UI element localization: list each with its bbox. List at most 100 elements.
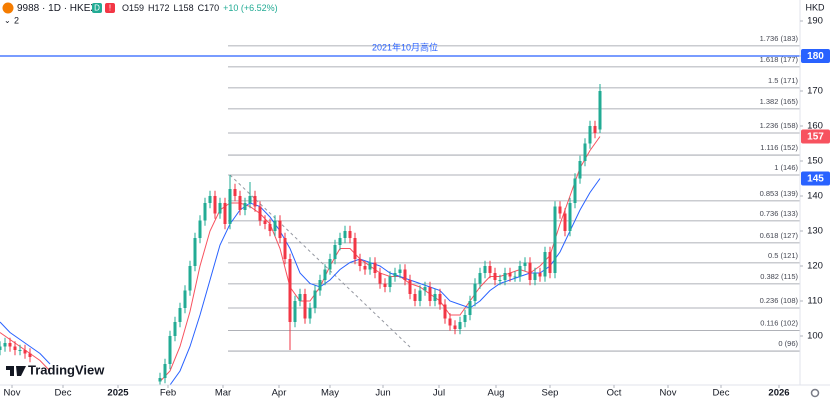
candle-body xyxy=(303,294,307,319)
candle-body xyxy=(0,346,2,350)
settings-icon[interactable] xyxy=(810,388,820,398)
candle-body xyxy=(398,269,402,273)
candle-body xyxy=(253,196,257,207)
candle-body xyxy=(183,290,187,308)
y-tick-label: 110 xyxy=(807,296,822,307)
fib-label: 0.5 (121) xyxy=(768,251,799,260)
candle-body xyxy=(333,245,337,259)
candle-body xyxy=(573,178,577,203)
y-tick-label: 120 xyxy=(807,261,823,272)
ohlc: O159 H172 L158 C170 +10 (+6.52%) xyxy=(122,3,278,13)
candle-body xyxy=(318,280,322,291)
candle-body xyxy=(288,259,292,322)
candle-body xyxy=(383,283,387,287)
badge xyxy=(105,3,115,13)
candle-body xyxy=(363,266,367,270)
fib-label: 0 (96) xyxy=(778,339,798,348)
candle-body xyxy=(478,273,482,284)
ohlc-value: C170 xyxy=(198,3,220,13)
logo-icon xyxy=(6,366,26,376)
price-label-box xyxy=(801,49,830,63)
candle-body xyxy=(348,231,352,238)
y-tick-label: 150 xyxy=(807,156,823,167)
x-tick-label: May xyxy=(321,388,339,399)
candle-body xyxy=(258,206,262,221)
x-tick-label: Mar xyxy=(215,388,231,399)
candle-body xyxy=(373,262,377,273)
candle-body xyxy=(388,276,392,287)
candle-body xyxy=(493,273,497,280)
candle-body xyxy=(438,294,442,305)
candle-body xyxy=(413,294,417,301)
candle-body xyxy=(563,213,567,231)
candle-body xyxy=(428,287,432,301)
candle-body xyxy=(488,266,492,273)
candle-body xyxy=(178,308,182,322)
candle-body xyxy=(558,206,562,214)
candle-body xyxy=(548,252,552,273)
candle-body xyxy=(273,220,277,231)
ohlc-value: O159 xyxy=(122,3,144,13)
candle-body xyxy=(228,189,232,224)
candle-body xyxy=(533,273,537,280)
candle-body xyxy=(218,203,222,214)
candle-body xyxy=(353,238,357,259)
x-tick-label: Feb xyxy=(160,388,176,399)
candle-body xyxy=(443,304,447,319)
fib-label: 1.618 (177) xyxy=(760,55,799,64)
plot-area: 1.736 (183) 1.618 (177) 1.5 (171) 1.382 (16… xyxy=(0,34,800,385)
fib-label: 0.382 (115) xyxy=(760,272,798,281)
candle-body xyxy=(523,262,527,266)
candle-body xyxy=(468,301,472,315)
candle-body xyxy=(508,273,512,277)
badge-text: ! xyxy=(109,4,111,13)
candle-body xyxy=(553,206,557,273)
candle-body xyxy=(163,364,167,378)
badge-text: D xyxy=(94,4,100,13)
y-tick-label: 190 xyxy=(807,16,823,27)
candle-body xyxy=(418,290,422,301)
x-tick-label: Oct xyxy=(607,388,622,399)
candle-body xyxy=(173,322,177,336)
candle-body xyxy=(193,238,197,266)
candle-body xyxy=(238,196,242,210)
candle-body xyxy=(408,280,412,294)
candle-body xyxy=(343,231,347,238)
symbol: 9988 · 1D · HKEX xyxy=(17,3,97,14)
candle-body xyxy=(358,259,362,266)
axes: 100 110 120 130 140 150 160 170 180 190 Nov Dec 2025… xyxy=(4,16,830,399)
x-tick-label: Nov xyxy=(4,388,21,399)
collapse-icon[interactable]: ⌄ xyxy=(4,16,11,25)
candle-body xyxy=(168,336,172,364)
candle-body xyxy=(598,91,602,130)
x-tick-label: 2025 xyxy=(107,388,129,399)
candle-body xyxy=(458,322,462,329)
candle-body xyxy=(8,343,12,347)
ohlc-value: H172 xyxy=(148,3,170,13)
fib-label: 1.736 (183) xyxy=(760,34,799,43)
x-tick-label: Apr xyxy=(272,388,287,399)
fib-label: 1.5 (171) xyxy=(768,76,799,85)
candle-body xyxy=(248,196,252,203)
y-tick-label: 100 xyxy=(807,331,823,342)
candle-body xyxy=(483,266,487,273)
candle-body xyxy=(503,273,507,280)
currency[interactable]: HKD xyxy=(805,2,825,12)
candle-body xyxy=(463,315,467,322)
candle-body xyxy=(328,259,332,270)
fib-label: 0.853 (139) xyxy=(760,189,799,198)
candle-body xyxy=(13,346,17,350)
y-tick-label: 130 xyxy=(807,226,823,237)
price-label: 157 xyxy=(807,132,824,143)
badge xyxy=(92,3,102,13)
candle-body xyxy=(313,290,317,308)
fib-label: 1.236 (158) xyxy=(760,121,799,130)
candle-body xyxy=(393,273,397,277)
ma-line xyxy=(169,178,601,385)
x-tick-label: Jul xyxy=(433,388,445,399)
candle-body xyxy=(223,203,227,224)
candle-body xyxy=(498,280,502,281)
indicators-count[interactable]: 2 xyxy=(14,15,19,25)
candle-body xyxy=(433,294,437,301)
